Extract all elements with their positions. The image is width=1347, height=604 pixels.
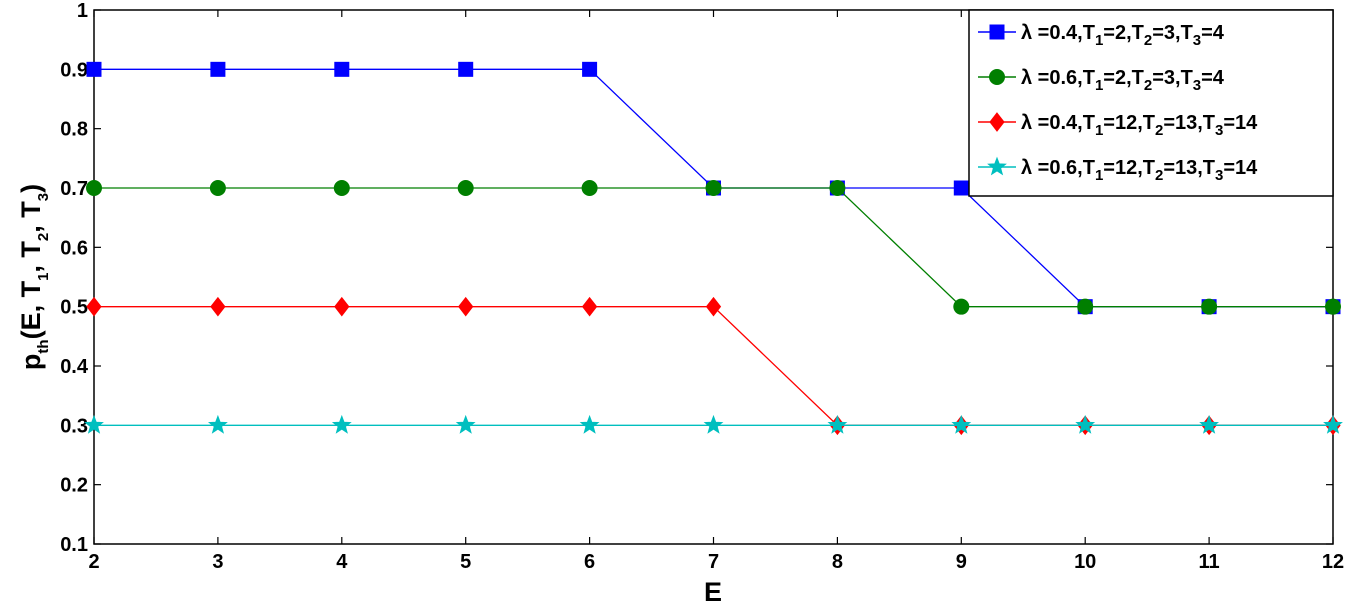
data-point	[953, 298, 970, 315]
x-tick-label: 10	[1074, 551, 1096, 573]
y-tick-label: 0.9	[60, 59, 88, 81]
y-tick-label: 0.1	[60, 534, 88, 556]
legend-marker	[987, 156, 1007, 176]
y-tick-label: 0.4	[60, 356, 89, 378]
data-point	[581, 296, 598, 317]
legend-item-2: λ =0.6,T1=2,T2=3,T3=4	[978, 67, 1225, 94]
data-point	[455, 414, 476, 434]
data-point	[331, 414, 352, 434]
data-point	[84, 414, 104, 434]
data-point	[207, 414, 228, 434]
data-point	[827, 414, 848, 434]
data-point	[1323, 414, 1343, 434]
legend-box	[968, 9, 1334, 197]
data-point	[458, 296, 474, 317]
data-point	[86, 296, 102, 317]
x-tick-label: 8	[832, 551, 843, 573]
x-tick-label: 5	[460, 551, 471, 573]
x-axis-label: E	[704, 577, 722, 604]
y-tick-label: 0.2	[60, 475, 88, 497]
data-point	[333, 180, 350, 196]
data-point	[1077, 298, 1094, 315]
y-tick-label: 0.8	[60, 119, 88, 141]
x-tick-label: 12	[1322, 551, 1344, 573]
data-point	[210, 296, 226, 317]
data-point	[953, 180, 969, 196]
x-tick-label: 4	[336, 551, 348, 573]
data-point	[210, 61, 226, 77]
data-point	[1325, 298, 1341, 315]
series-2	[86, 180, 1341, 315]
x-tick-label: 11	[1199, 551, 1220, 573]
y-tick-label: 0.5	[60, 297, 88, 319]
data-point	[581, 180, 598, 196]
data-point	[1201, 298, 1218, 315]
data-point	[951, 414, 972, 434]
data-point	[1075, 414, 1096, 434]
data-point	[829, 180, 846, 196]
legend: λ =0.4,T1=2,T2=3,T3=4 λ =0.6,T1=2,T2=3,T3…	[968, 9, 1334, 197]
x-tick-label: 2	[88, 551, 99, 573]
series-4	[84, 414, 1343, 434]
data-point	[582, 61, 598, 77]
y-axis-label: pth(E, T1, T2, T3)	[16, 184, 52, 370]
x-tick-label: 3	[212, 551, 223, 573]
data-point	[1199, 414, 1220, 434]
legend-item-1: λ =0.4,T1=2,T2=3,T3=4	[978, 22, 1225, 49]
legend-item-4: λ =0.6,T1=12,T2=13,T3=14	[978, 156, 1258, 184]
y-tick-label: 0.3	[60, 415, 88, 437]
y-tick-label: 0.6	[60, 237, 88, 259]
data-point	[705, 180, 722, 196]
data-point	[458, 61, 474, 77]
legend-label: λ =0.4,T1=12,T2=13,T3=14	[1021, 112, 1258, 139]
data-point	[86, 61, 102, 77]
legend-label: λ =0.6,T1=12,T2=13,T3=14	[1021, 157, 1258, 184]
legend-marker	[989, 112, 1005, 132]
legend-label: λ =0.4,T1=2,T2=3,T3=4	[1021, 22, 1225, 49]
data-point	[705, 296, 722, 317]
data-point	[703, 414, 724, 434]
y-tick-label: 1	[77, 0, 88, 22]
data-point	[579, 414, 600, 434]
x-tick-label: 9	[956, 551, 967, 573]
y-tick-label: 0.7	[60, 178, 88, 200]
legend-marker	[989, 24, 1005, 40]
x-tick-label: 7	[708, 551, 719, 573]
x-tick-label: 6	[584, 551, 595, 573]
legend-label: λ =0.6,T1=2,T2=3,T3=4	[1021, 67, 1225, 94]
data-point	[209, 180, 226, 196]
data-point	[457, 180, 474, 196]
legend-marker	[989, 69, 1005, 85]
legend-item-3: λ =0.4,T1=12,T2=13,T3=14	[978, 112, 1258, 139]
data-point	[334, 61, 350, 77]
data-point	[86, 180, 102, 196]
data-point	[334, 296, 350, 317]
